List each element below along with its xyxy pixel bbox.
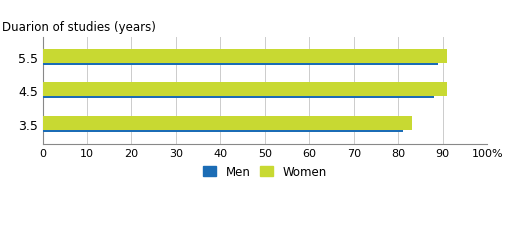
Bar — [42, 52, 437, 66]
Text: Duarion of studies (years): Duarion of studies (years) — [3, 20, 156, 34]
Bar — [42, 85, 433, 99]
Bar — [42, 50, 446, 64]
Legend: Men, Women: Men, Women — [198, 161, 331, 183]
Bar — [42, 118, 402, 132]
Bar — [42, 116, 411, 130]
Bar — [42, 83, 446, 97]
